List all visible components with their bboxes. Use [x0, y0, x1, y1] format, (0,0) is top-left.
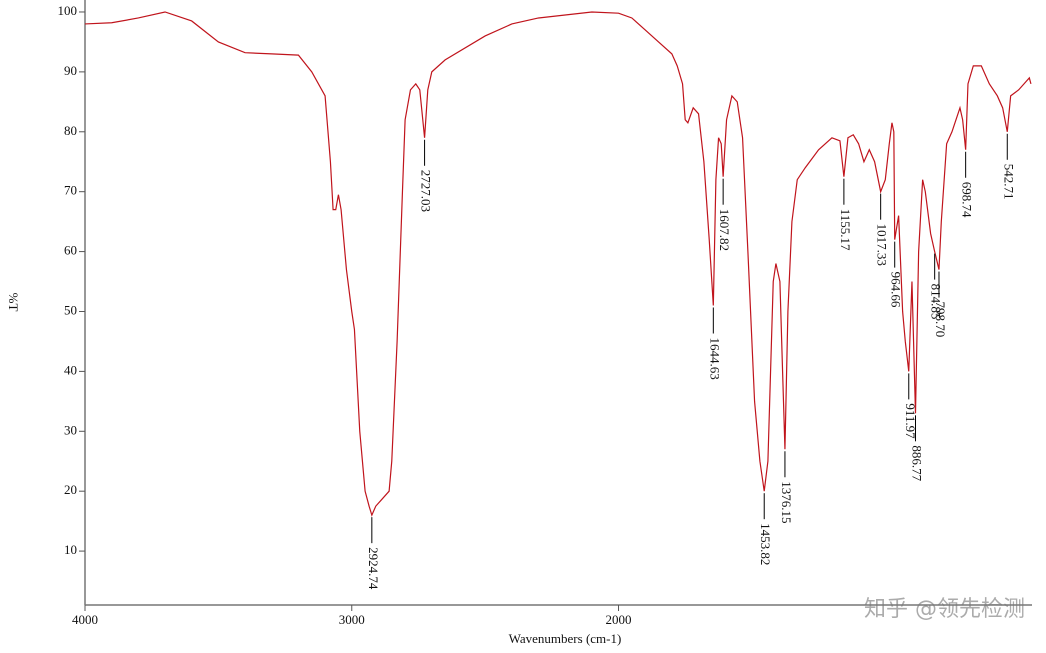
peak-label: 1607.82 [717, 209, 732, 251]
y-tick-label: 10 [64, 542, 77, 557]
y-tick-label: 50 [64, 302, 77, 317]
x-axis-label: Wavenumbers (cm-1) [509, 631, 622, 646]
y-axis-label: %T [6, 293, 21, 312]
x-tick-label: 4000 [72, 612, 98, 627]
y-tick-label: 100 [58, 3, 78, 18]
y-tick-label: 20 [64, 482, 77, 497]
peak-label: 698.74 [960, 182, 975, 218]
x-tick-label: 3000 [339, 612, 365, 627]
peak-label: 1644.63 [707, 337, 722, 379]
peak-label: 886.77 [910, 445, 925, 481]
y-tick-label: 90 [64, 63, 77, 78]
peak-label: 2727.03 [419, 170, 434, 212]
peak-label: 798.70 [933, 302, 948, 338]
y-tick-label: 40 [64, 362, 77, 377]
y-tick-label: 60 [64, 243, 77, 258]
x-tick-label: 2000 [606, 612, 632, 627]
spectrum-line [84, 11, 1032, 517]
peak-label: 542.71 [1001, 164, 1016, 200]
peak-label: 2924.74 [366, 547, 381, 590]
peak-label: 814.85 [929, 284, 944, 320]
watermark: 知乎 @领先检测 [864, 597, 1025, 622]
peak-label: 911.97 [903, 403, 918, 439]
y-tick-label: 30 [64, 422, 77, 437]
peak-label: 1376.15 [779, 481, 794, 523]
y-tick-label: 70 [64, 183, 77, 198]
peak-label: 964.66 [889, 272, 904, 308]
peak-label: 1453.82 [758, 523, 773, 565]
peak-label: 1155.17 [838, 209, 853, 251]
peak-label: 1017.33 [875, 224, 890, 266]
y-tick-label: 80 [64, 123, 77, 138]
